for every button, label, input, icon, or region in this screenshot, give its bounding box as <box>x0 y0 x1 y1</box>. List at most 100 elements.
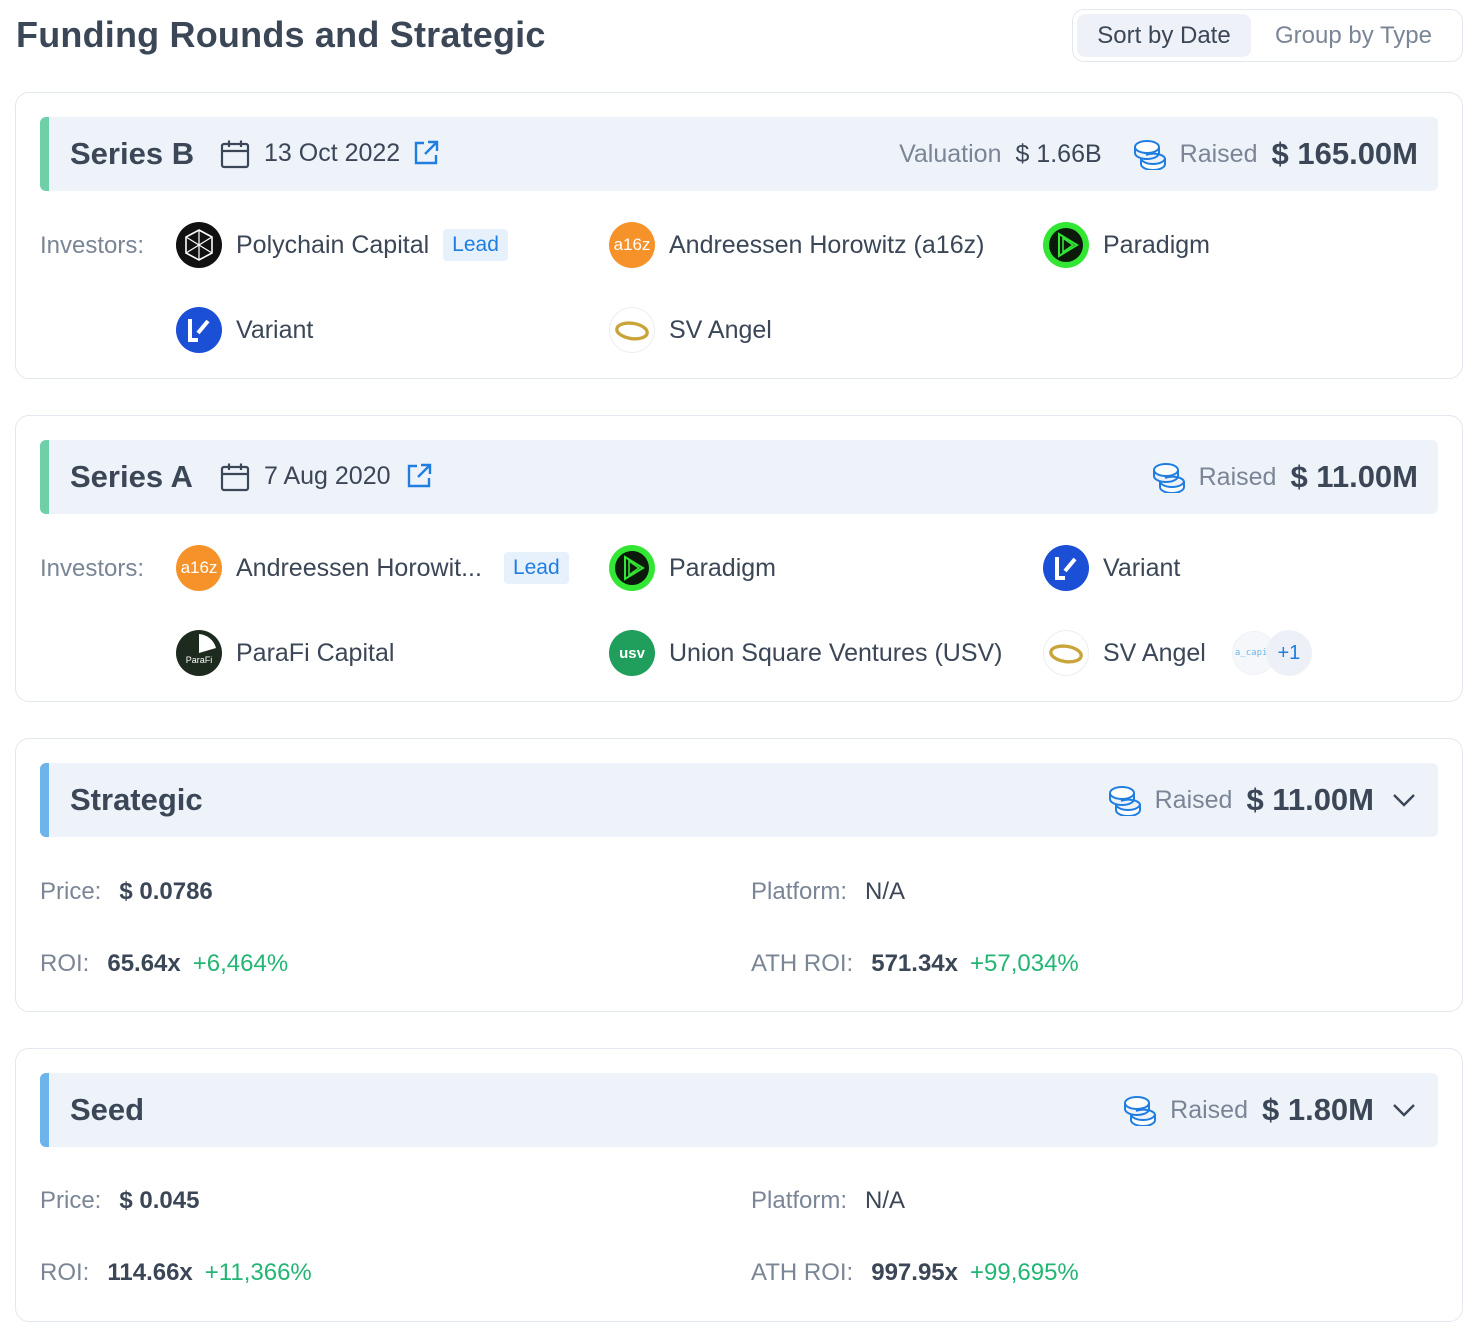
ath-roi-value: 997.95x <box>871 1259 958 1286</box>
raised-label: Raised <box>1154 785 1233 814</box>
investor-name: ParaFi Capital <box>236 638 395 667</box>
sort-by-date-button[interactable]: Sort by Date <box>1077 14 1251 57</box>
ath-roi-row: ATH ROI: 571.34x +57,034% <box>751 950 1079 978</box>
variant-logo <box>176 307 222 353</box>
round-header[interactable]: Strategic Raised $ 11.00M <box>40 763 1438 837</box>
round-accent-bar <box>40 117 49 191</box>
investor-sv-angel[interactable]: SV Angel a_capit +1 <box>1043 629 1312 677</box>
coins-icon <box>1152 463 1185 493</box>
lead-badge: Lead <box>503 552 569 584</box>
valuation-label: Valuation <box>899 139 1002 168</box>
investor-name: SV Angel <box>1103 638 1206 667</box>
coins-icon <box>1133 140 1166 170</box>
investor-name: Andreessen Horowit... <box>236 553 482 582</box>
investor-a16z[interactable]: a16z Andreessen Horowit... Lead <box>176 544 569 592</box>
investor-variant[interactable]: Variant <box>176 306 313 354</box>
price-label: Price: <box>40 1187 102 1214</box>
platform-value: N/A <box>865 1187 906 1214</box>
coins-icon <box>1108 786 1141 816</box>
round-accent-bar <box>40 763 49 837</box>
a16z-logo: a16z <box>176 545 222 591</box>
calendar-icon <box>220 140 250 169</box>
calendar-icon <box>220 463 250 492</box>
platform-label: Platform: <box>751 1187 848 1214</box>
roi-percent: +11,366% <box>204 1259 312 1286</box>
ath-roi-value: 571.34x <box>871 950 958 977</box>
platform-value: N/A <box>865 878 906 905</box>
investor-paradigm[interactable]: Paradigm <box>609 544 776 592</box>
roi-percent: +6,464% <box>192 950 289 977</box>
valuation-value: $ 1.66B <box>1015 139 1102 168</box>
investor-name: SV Angel <box>669 315 772 344</box>
paradigm-logo <box>1043 222 1089 268</box>
price-value: $ 0.0786 <box>119 878 213 905</box>
ath-roi-percent: +57,034% <box>970 950 1079 977</box>
more-investors-count: +1 <box>1265 630 1312 676</box>
investor-sv-angel[interactable]: SV Angel <box>609 306 772 354</box>
investor-parafi-capital[interactable]: ParaFi ParaFi Capital <box>176 629 394 677</box>
investors-label: Investors: <box>40 232 145 259</box>
investor-polychain-capital[interactable]: Polychain Capital Lead <box>176 221 508 269</box>
raised-value: $ 165.00M <box>1271 136 1419 171</box>
roi-value: 65.64x <box>107 950 181 977</box>
ath-roi-label: ATH ROI: <box>751 1259 854 1286</box>
more-investors-button[interactable]: a_capit +1 <box>1231 630 1312 676</box>
raised-label: Raised <box>1170 1095 1248 1124</box>
round-header: Series A 7 Aug 2020 Raised $ 11.00M <box>40 440 1438 514</box>
group-by-type-button[interactable]: Group by Type <box>1275 21 1432 49</box>
price-row: Price: $ 0.0786 <box>40 878 213 906</box>
ath-roi-label: ATH ROI: <box>751 950 854 977</box>
roi-value: 114.66x <box>107 1259 193 1286</box>
investor-variant[interactable]: Variant <box>1043 544 1180 592</box>
platform-row: Platform: N/A <box>751 878 905 906</box>
price-value: $ 0.045 <box>119 1187 200 1214</box>
sv-angel-logo <box>609 307 655 353</box>
lead-badge: Lead <box>443 229 508 261</box>
chevron-down-icon[interactable] <box>1390 1096 1418 1124</box>
round-header[interactable]: Seed Raised $ 1.80M <box>40 1073 1438 1147</box>
raised-value: $ 11.00M <box>1246 782 1374 817</box>
raised-value: $ 11.00M <box>1290 459 1418 494</box>
investor-name: Variant <box>1103 553 1181 582</box>
sv-angel-logo <box>1043 630 1089 676</box>
roi-row: ROI: 114.66x +11,366% <box>40 1259 312 1287</box>
round-summary: Raised $ 1.80M <box>1122 1073 1418 1147</box>
price-row: Price: $ 0.045 <box>40 1187 199 1215</box>
parafi-logo: ParaFi <box>176 630 222 676</box>
usv-logo: usv <box>609 630 655 676</box>
variant-logo <box>1043 545 1089 591</box>
roi-label: ROI: <box>40 950 90 977</box>
external-link-icon[interactable] <box>412 139 440 167</box>
round-card-seed: Seed Raised $ 1.80M Price: $ 0.045 Platf… <box>15 1048 1463 1322</box>
round-accent-bar <box>40 1073 49 1147</box>
chevron-down-icon[interactable] <box>1390 786 1418 814</box>
round-accent-bar <box>40 440 49 514</box>
investor-name: Polychain Capital <box>236 230 430 259</box>
investor-name: Union Square Ventures (USV) <box>669 638 1003 667</box>
polychain-logo <box>176 222 222 268</box>
raised-label: Raised <box>1179 139 1258 168</box>
investor-name: Paradigm <box>669 553 776 582</box>
ath-roi-percent: +99,695% <box>970 1259 1079 1286</box>
roi-label: ROI: <box>40 1259 90 1286</box>
external-link-icon[interactable] <box>405 462 433 490</box>
round-name: Strategic <box>70 782 203 817</box>
paradigm-logo <box>609 545 655 591</box>
investor-usv[interactable]: usv Union Square Ventures (USV) <box>609 629 1003 677</box>
round-name: Series A <box>70 459 193 494</box>
investor-paradigm[interactable]: Paradigm <box>1043 221 1210 269</box>
raised-value: $ 1.80M <box>1261 1092 1374 1127</box>
round-name: Series B <box>70 136 195 171</box>
round-name: Seed <box>70 1092 145 1127</box>
investor-name: Variant <box>236 315 314 344</box>
sort-toggle: Sort by Date Group by Type <box>1072 9 1463 62</box>
round-date: 7 Aug 2020 <box>264 462 391 490</box>
coins-icon <box>1124 1096 1157 1126</box>
investors-label: Investors: <box>40 555 145 582</box>
round-header: Series B 13 Oct 2022 Valuation $ 1.66B R… <box>40 117 1438 191</box>
roi-row: ROI: 65.64x +6,464% <box>40 950 288 978</box>
platform-label: Platform: <box>751 878 848 905</box>
raised-label: Raised <box>1198 462 1277 491</box>
investor-a16z[interactable]: a16z Andreessen Horowitz (a16z) <box>609 221 984 269</box>
price-label: Price: <box>40 878 102 905</box>
